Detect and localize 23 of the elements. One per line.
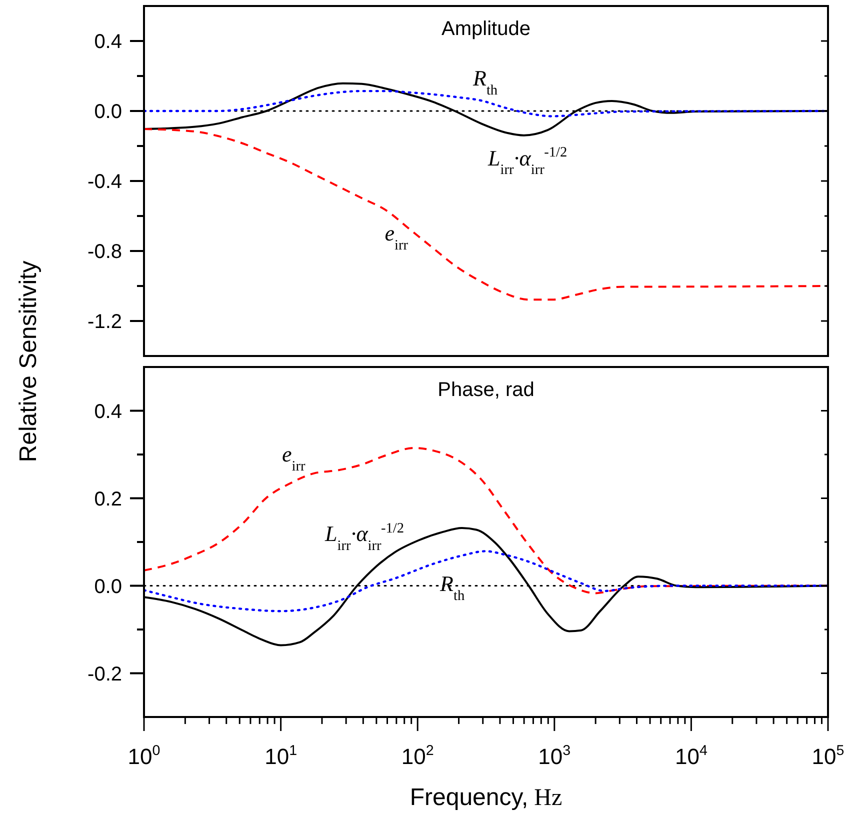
x-tick-label: 10$^{2}$: [401, 743, 434, 769]
x-tick-label: 10$^{3}$: [538, 743, 571, 769]
y-tick-label: 0.4: [94, 400, 122, 423]
y-tick-label: -0.4: [88, 171, 122, 193]
y-tick-label: -0.8: [88, 241, 122, 263]
y-tick-label: -1.2: [88, 311, 122, 333]
y-tick-label: -0.2: [88, 663, 122, 686]
y-tick-label: 0.4: [94, 31, 122, 53]
x-tick-label: 10$^{5}$: [812, 743, 844, 769]
x-axis-title: Frequency, Hz: [410, 784, 562, 811]
y-tick-label: 0.0: [94, 576, 122, 598]
y-tick-label: 0.2: [94, 488, 122, 510]
x-tick-label: 10$^{0}$: [128, 743, 160, 769]
text: Phase, rad: [438, 379, 534, 401]
text: Amplitude: [442, 18, 530, 40]
x-tick-label: 10$^{1}$: [264, 743, 298, 769]
series-label: e$_{irr}$: [282, 442, 306, 474]
x-tick-label: 10$^{4}$: [674, 743, 708, 769]
series-label: R$_{th}$: [472, 65, 498, 98]
y-tick-label: 0.0: [94, 101, 122, 123]
y-axis-title: Relative Sensitivity: [15, 260, 42, 462]
series-label: e$_{irr}$: [384, 220, 408, 254]
series-label: R$_{th}$: [439, 571, 465, 604]
